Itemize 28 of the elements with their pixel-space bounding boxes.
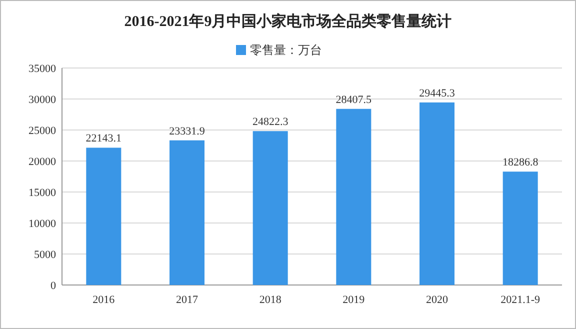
x-tick-label: 2016 bbox=[92, 294, 116, 306]
legend-label: 零售量：万台 bbox=[250, 43, 322, 57]
y-tick-label: 25000 bbox=[28, 125, 56, 137]
y-tick-label: 20000 bbox=[28, 156, 56, 168]
x-tick-label: 2021.1-9 bbox=[500, 294, 541, 306]
y-tick-label: 5000 bbox=[34, 249, 56, 261]
data-label: 28407.5 bbox=[336, 94, 372, 106]
x-tick-label: 2017 bbox=[176, 294, 198, 306]
y-tick-label: 10000 bbox=[28, 218, 56, 230]
data-label: 23331.9 bbox=[169, 125, 206, 138]
x-tick-label: 2019 bbox=[342, 294, 366, 306]
y-tick-label: 0 bbox=[50, 280, 56, 292]
x-tick-label: 2020 bbox=[426, 294, 448, 306]
bar bbox=[420, 102, 454, 285]
bar bbox=[336, 108, 372, 285]
data-label: 24822.3 bbox=[252, 116, 289, 128]
y-tick-label: 30000 bbox=[28, 94, 56, 106]
data-label: 22143.1 bbox=[86, 132, 122, 145]
chart-title: 2016-2021年9月中国小家电市场全品类零售量统计 bbox=[124, 12, 452, 30]
y-tick-label: 15000 bbox=[28, 187, 56, 199]
data-label: 18286.8 bbox=[502, 156, 539, 169]
bar bbox=[86, 148, 122, 285]
bar bbox=[170, 140, 204, 285]
bar bbox=[252, 131, 288, 285]
x-tick-label: 2018 bbox=[259, 294, 282, 306]
y-tick-label: 35000 bbox=[28, 63, 56, 75]
data-label: 29445.3 bbox=[419, 87, 456, 100]
bar bbox=[502, 172, 538, 285]
